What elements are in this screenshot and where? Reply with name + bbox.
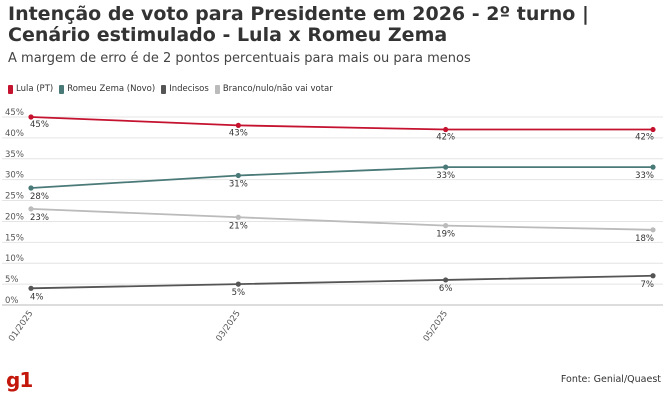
chart-title: Intenção de voto para Presidente em 2026…: [8, 3, 589, 46]
data-label: 19%: [436, 230, 455, 240]
x-tick-label: 03/2025: [214, 309, 242, 344]
y-tick-label: 35%: [5, 150, 24, 160]
data-label: 33%: [436, 171, 455, 181]
data-point: [650, 126, 656, 133]
data-label: 43%: [229, 128, 248, 138]
legend-label-indecisos: Indecisos: [169, 84, 209, 94]
data-point: [443, 126, 449, 133]
legend-label-lula: Lula (PT): [16, 84, 54, 94]
data-label: 42%: [436, 133, 455, 143]
y-tick-label: 0%: [5, 296, 19, 306]
g1-logo: g1: [6, 368, 33, 392]
data-label: 4%: [30, 292, 44, 302]
data-label: 31%: [229, 179, 248, 189]
legend-swatch-branco: [214, 84, 220, 94]
legend-item-zema[interactable]: Romeu Zema (Novo): [59, 84, 155, 94]
data-label: 45%: [30, 120, 49, 130]
y-tick-label: 10%: [5, 254, 24, 264]
legend-label-zema: Romeu Zema (Novo): [67, 84, 156, 94]
legend-label-branco: Branco/nulo/não vai votar: [222, 84, 333, 94]
data-point: [28, 285, 34, 291]
source-note: Fonte: Genial/Quaest: [560, 374, 661, 385]
data-label: 5%: [232, 288, 246, 298]
y-tick-label: 5%: [5, 275, 19, 285]
data-label: 23%: [30, 213, 49, 223]
data-point: [28, 185, 34, 191]
line-chart: 0% 5% 10% 15% 20% 25% 30% 35% 40% 45% 01/2025 03/20…: [2, 108, 663, 344]
data-point: [28, 114, 34, 120]
data-label: 28%: [30, 192, 49, 202]
y-tick-label: 30%: [5, 171, 24, 181]
data-point: [443, 223, 449, 229]
series-line: [30, 274, 654, 290]
data-point: [235, 122, 241, 128]
data-point: [235, 214, 241, 220]
data-label: 7%: [641, 280, 655, 290]
legend-item-branco[interactable]: Branco/nulo/não vai votar: [214, 84, 333, 94]
y-tick-label: 45%: [5, 108, 24, 118]
series-line: [30, 208, 654, 231]
data-point: [235, 172, 241, 179]
legend-swatch-zema: [59, 84, 65, 94]
data-label: 6%: [439, 284, 453, 294]
y-tick-label: 20%: [5, 212, 24, 222]
series-line: [30, 166, 653, 189]
y-tick-label: 15%: [5, 233, 24, 243]
legend-swatch-lula: [8, 84, 13, 94]
data-label: 18%: [635, 234, 654, 244]
data-point: [235, 281, 241, 287]
data-label: 21%: [229, 221, 248, 231]
data-label: 33%: [635, 171, 654, 181]
data-point: [650, 164, 656, 170]
data-point: [28, 206, 34, 212]
y-tick-label: 40%: [5, 129, 24, 139]
legend-swatch-indecisos: [161, 84, 167, 94]
series-line: [30, 116, 653, 131]
x-tick-label: 01/2025: [7, 309, 35, 344]
chart-subtitle: A margem de erro é de 2 pontos percentua…: [8, 51, 471, 66]
data-point: [443, 277, 449, 283]
legend-item-lula[interactable]: Lula (PT): [8, 84, 53, 94]
legend-item-indecisos[interactable]: Indecisos: [161, 84, 209, 94]
data-point: [650, 273, 656, 279]
x-tick-label: 05/2025: [422, 309, 450, 344]
chart-legend: Lula (PT) Romeu Zema (Novo) Indecisos Br…: [8, 81, 339, 97]
y-tick-label: 25%: [5, 192, 24, 202]
data-label: 42%: [635, 133, 654, 143]
data-point: [443, 164, 449, 170]
data-point: [650, 227, 656, 233]
